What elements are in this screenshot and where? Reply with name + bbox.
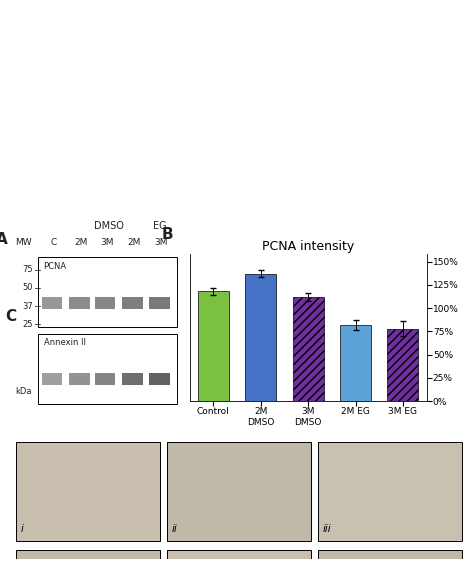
Bar — [122, 297, 143, 309]
Text: A: A — [0, 232, 8, 246]
Bar — [293, 297, 324, 401]
Bar — [319, 442, 462, 541]
Bar — [149, 373, 170, 385]
Text: 3M: 3M — [100, 238, 113, 246]
Text: DMSO: DMSO — [93, 221, 123, 232]
Bar — [42, 373, 63, 385]
Bar — [198, 292, 228, 401]
Text: PCNA: PCNA — [44, 262, 67, 271]
Text: kDa: kDa — [15, 387, 31, 396]
Bar — [42, 297, 63, 309]
Text: 2M: 2M — [74, 238, 88, 246]
Y-axis label: percent of control: percent of control — [473, 284, 474, 371]
Text: i: i — [21, 524, 24, 534]
Bar — [340, 325, 371, 401]
Text: C: C — [5, 309, 16, 324]
Text: ii: ii — [172, 524, 178, 534]
Text: 3M: 3M — [155, 238, 168, 246]
Text: 2M: 2M — [128, 238, 141, 246]
Bar — [69, 297, 90, 309]
Bar — [95, 373, 115, 385]
Bar — [122, 373, 143, 385]
Text: Annexin II: Annexin II — [44, 338, 86, 347]
Bar — [17, 550, 160, 565]
FancyBboxPatch shape — [38, 257, 177, 328]
Bar — [387, 329, 418, 401]
Text: 75: 75 — [23, 265, 33, 274]
Bar — [69, 373, 90, 385]
Text: 37: 37 — [23, 302, 33, 311]
Bar — [167, 442, 311, 541]
FancyBboxPatch shape — [38, 333, 177, 404]
Text: 50: 50 — [23, 283, 33, 292]
Bar — [319, 550, 462, 565]
Text: MW: MW — [15, 238, 31, 246]
Text: 25: 25 — [23, 320, 33, 329]
Text: B: B — [161, 228, 173, 242]
Bar — [167, 550, 311, 565]
Bar — [17, 442, 160, 541]
Text: EG: EG — [153, 221, 166, 232]
Title: PCNA intensity: PCNA intensity — [262, 240, 354, 253]
Text: iii: iii — [323, 524, 331, 534]
Bar — [149, 297, 170, 309]
Bar — [246, 274, 276, 401]
Bar — [95, 297, 115, 309]
Text: C: C — [51, 238, 57, 246]
